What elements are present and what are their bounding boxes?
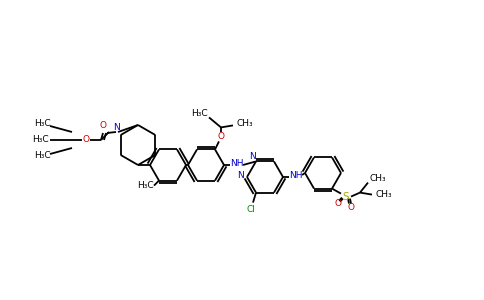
- Text: N: N: [114, 122, 121, 131]
- Text: O: O: [334, 199, 342, 208]
- Text: NH: NH: [230, 158, 244, 167]
- Text: O: O: [100, 122, 106, 130]
- Text: NH: NH: [289, 170, 303, 179]
- Text: H₃C: H₃C: [136, 181, 153, 190]
- Text: CH₃: CH₃: [237, 119, 253, 128]
- Text: CH₃: CH₃: [376, 190, 393, 199]
- Text: O: O: [348, 203, 354, 212]
- Text: H₃C: H₃C: [34, 119, 50, 128]
- Text: CH₃: CH₃: [370, 174, 386, 183]
- Text: H₃C: H₃C: [34, 152, 50, 160]
- Text: O: O: [217, 132, 225, 141]
- Text: O: O: [82, 136, 90, 145]
- Text: N: N: [250, 152, 257, 161]
- Text: N: N: [238, 170, 244, 179]
- Text: Cl: Cl: [246, 205, 256, 214]
- Text: S: S: [343, 192, 349, 202]
- Text: H₃C: H₃C: [191, 109, 207, 118]
- Text: H₃C: H₃C: [31, 136, 48, 145]
